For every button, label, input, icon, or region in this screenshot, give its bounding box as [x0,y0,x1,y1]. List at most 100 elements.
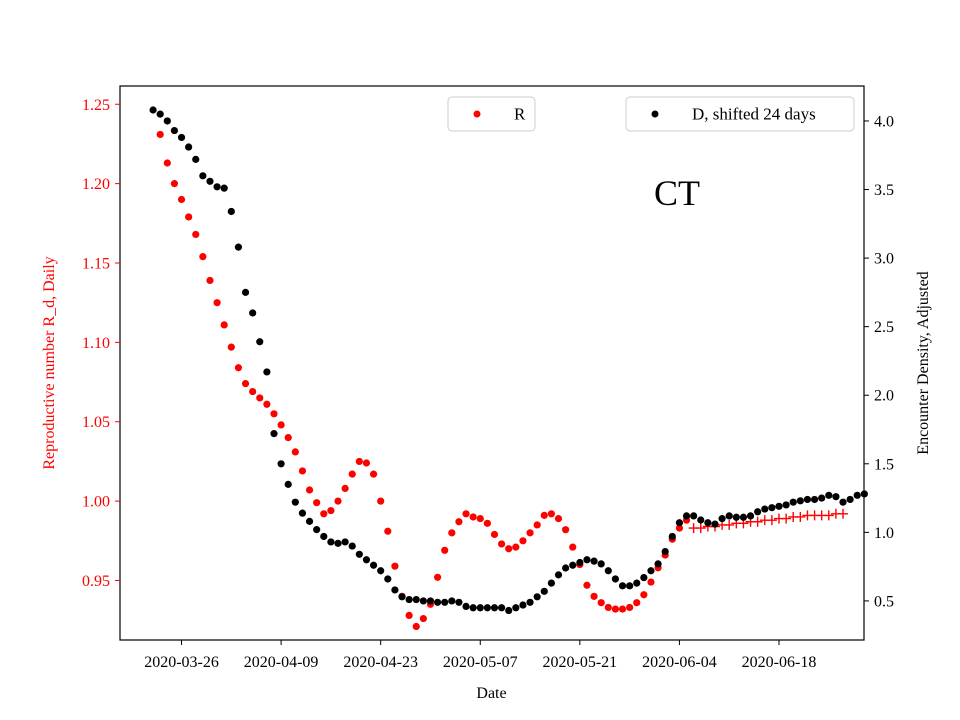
y-left-tick-label: 1.20 [82,176,110,193]
d-point [562,564,570,572]
y-axis-left: 0.95 1.00 1.05 1.10 1.15 1.20 1.25 [82,97,120,590]
r-point [618,605,627,613]
r-point [355,457,363,466]
d-point [398,593,406,601]
r-point [626,603,634,612]
r-point [369,470,378,478]
r-point [633,599,641,607]
r-point [526,529,534,537]
d-point [455,598,463,606]
d-point [305,517,314,525]
d-point [384,575,392,583]
r-point [277,421,285,429]
r-point [270,410,278,418]
d-point [761,505,769,513]
r-point [441,546,449,554]
d-point [519,601,527,609]
r-point [391,562,399,570]
y-left-tick-label: 1.10 [82,335,110,352]
r-point [348,470,356,478]
d-point [192,155,200,163]
d-point [412,595,420,604]
r-point [298,467,307,475]
d-point [348,542,356,550]
r-estimated-point [752,516,763,527]
d-point [768,504,776,512]
r-point [156,130,164,139]
r-point [163,159,171,167]
r-estimated-point [795,511,806,522]
d-point [533,593,541,601]
d-point [675,519,684,527]
r-point [341,484,349,493]
d-point [789,498,797,506]
r-point [256,394,264,402]
y-right-tick-label: 4.0 [874,113,894,130]
d-point [476,604,484,612]
d-point [185,143,193,151]
x-tick-label: 2020-05-07 [443,654,518,671]
d-point [213,183,221,191]
d-point [618,582,627,590]
d-point [746,512,755,520]
d-point [313,526,321,534]
d-point [369,561,378,569]
r-point [241,380,250,388]
r-point [327,507,335,515]
r-estimated-point [695,523,706,534]
r-point [519,537,527,545]
r-point [291,448,299,456]
r-point [362,459,371,467]
d-point [590,557,598,565]
r-point [490,530,499,539]
d-point [661,547,669,556]
d-point [554,571,563,579]
r-estimated-point [766,515,777,526]
r-point [412,622,420,631]
y-right-tick-label: 2.0 [874,388,894,405]
d-point [177,133,186,142]
d-point [718,515,726,523]
plot-background [120,86,864,640]
y-right-tick-label: 1.5 [874,456,894,473]
d-point [604,567,612,575]
d-point [284,480,292,488]
d-point [569,561,577,569]
r-point [185,213,193,221]
d-point [163,117,171,125]
legend-d: D, shifted 24 days [625,96,855,132]
y-left-tick-label: 1.25 [82,97,110,114]
y-right-tick-label: 3.0 [874,251,894,268]
d-point [668,532,676,541]
d-series-marks [149,106,868,615]
d-point [839,498,847,506]
r-point [249,387,257,396]
d-point [291,498,299,506]
x-tick-label: 2020-04-09 [244,654,319,671]
d-point [341,538,349,546]
y-left-tick-label: 1.00 [82,494,110,511]
r-point [547,510,555,518]
r-point [597,599,605,607]
r-point [384,527,392,535]
d-point [647,567,655,575]
d-point [796,497,804,505]
r-point [305,486,314,494]
d-point [547,579,555,587]
d-point [818,494,826,502]
r-point [483,519,491,527]
r-point [455,518,463,526]
d-point [441,598,449,606]
r-point [533,521,541,529]
r-point [313,499,321,507]
legend-d-label: D, shifted 24 days [692,105,816,124]
x-tick-label: 2020-06-04 [642,654,717,671]
x-axis: 2020-03-26 2020-04-09 2020-04-23 2020-05-07… [144,640,816,671]
y-left-tick-label: 0.95 [82,573,110,590]
d-point [611,575,620,583]
d-point [327,538,335,546]
d-point [362,556,371,564]
r-point [505,545,513,553]
d-point [754,508,762,516]
d-point [832,493,840,501]
